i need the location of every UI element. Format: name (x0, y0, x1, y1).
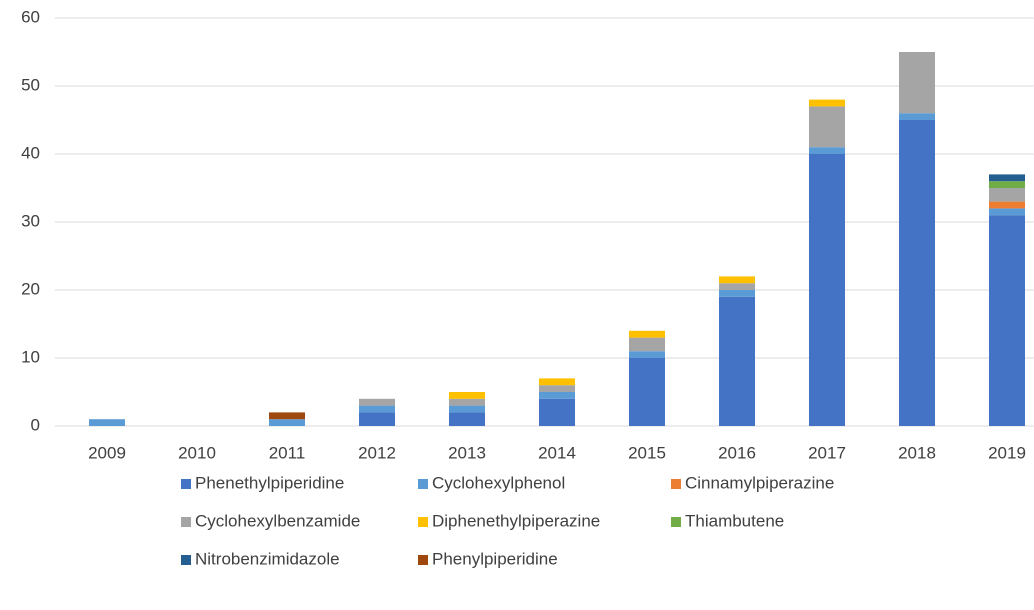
bar-segment (449, 412, 485, 426)
x-tick-label: 2010 (178, 443, 216, 462)
bar-segment (899, 120, 935, 426)
legend-label: Thiambutene (685, 511, 784, 530)
y-tick-label: 40 (21, 143, 40, 162)
bar-segment (449, 405, 485, 413)
legend-label: Cyclohexylbenzamide (195, 511, 360, 530)
y-tick-label: 30 (21, 211, 40, 230)
bar-segment (359, 398, 395, 406)
bar-segment (629, 358, 665, 426)
bar-segment (539, 398, 575, 426)
y-tick-label: 0 (31, 415, 40, 434)
x-tick-label: 2011 (269, 443, 306, 462)
bar-segment (629, 337, 665, 352)
bar-segment (629, 351, 665, 358)
legend-label: Cinnamylpiperazine (685, 473, 834, 492)
legend-label: Nitrobenzimidazole (195, 549, 340, 568)
bar-segment (449, 392, 485, 399)
bar-segment (719, 276, 755, 284)
bar-segment (899, 52, 935, 114)
bar-segment (989, 181, 1025, 188)
bar-segment (449, 398, 485, 406)
bar-segment (269, 419, 305, 426)
x-tick-label: 2019 (988, 443, 1026, 462)
bar-segment (719, 296, 755, 426)
bar-segment (989, 208, 1025, 216)
bar-segment (719, 283, 755, 290)
bar-segment (989, 188, 1025, 202)
bar-segment (719, 290, 755, 297)
legend-label: Phenylpiperidine (432, 549, 558, 568)
bar-segment (359, 412, 395, 426)
legend-label: Diphenethylpiperazine (432, 511, 600, 530)
bar-segment (539, 378, 575, 386)
bar-segment (989, 174, 1025, 182)
x-tick-label: 2012 (358, 443, 396, 462)
y-tick-label: 60 (21, 7, 40, 26)
bar-segment (539, 385, 575, 392)
bar-segment (809, 99, 845, 107)
bar-segment (989, 201, 1025, 209)
legend-swatch (671, 479, 681, 489)
bar-segment (359, 405, 395, 413)
legend-swatch (671, 517, 681, 527)
x-tick-label: 2013 (448, 443, 486, 462)
legend-swatch (418, 517, 428, 527)
bar-segment (539, 392, 575, 399)
x-tick-label: 2018 (898, 443, 936, 462)
bar-segment (809, 106, 845, 148)
x-tick-label: 2009 (88, 443, 126, 462)
bar-segment (629, 330, 665, 338)
y-tick-label: 50 (21, 75, 40, 94)
legend-swatch (181, 479, 191, 489)
legend-swatch (181, 555, 191, 565)
bar-segment (989, 215, 1025, 426)
bar-segment (899, 113, 935, 120)
x-tick-label: 2017 (808, 443, 846, 462)
legend-swatch (181, 517, 191, 527)
bar-segment (89, 419, 125, 426)
x-tick-label: 2016 (718, 443, 756, 462)
legend-label: Cyclohexylphenol (432, 473, 565, 492)
legend-swatch (418, 479, 428, 489)
x-tick-label: 2015 (628, 443, 666, 462)
y-tick-label: 20 (21, 279, 40, 298)
y-tick-label: 10 (21, 347, 40, 366)
bar-segment (809, 147, 845, 154)
legend-swatch (418, 555, 428, 565)
legend-label: Phenethylpiperidine (195, 473, 344, 492)
bar-segment (809, 154, 845, 426)
x-tick-label: 2014 (538, 443, 576, 462)
bar-segment (269, 412, 305, 420)
